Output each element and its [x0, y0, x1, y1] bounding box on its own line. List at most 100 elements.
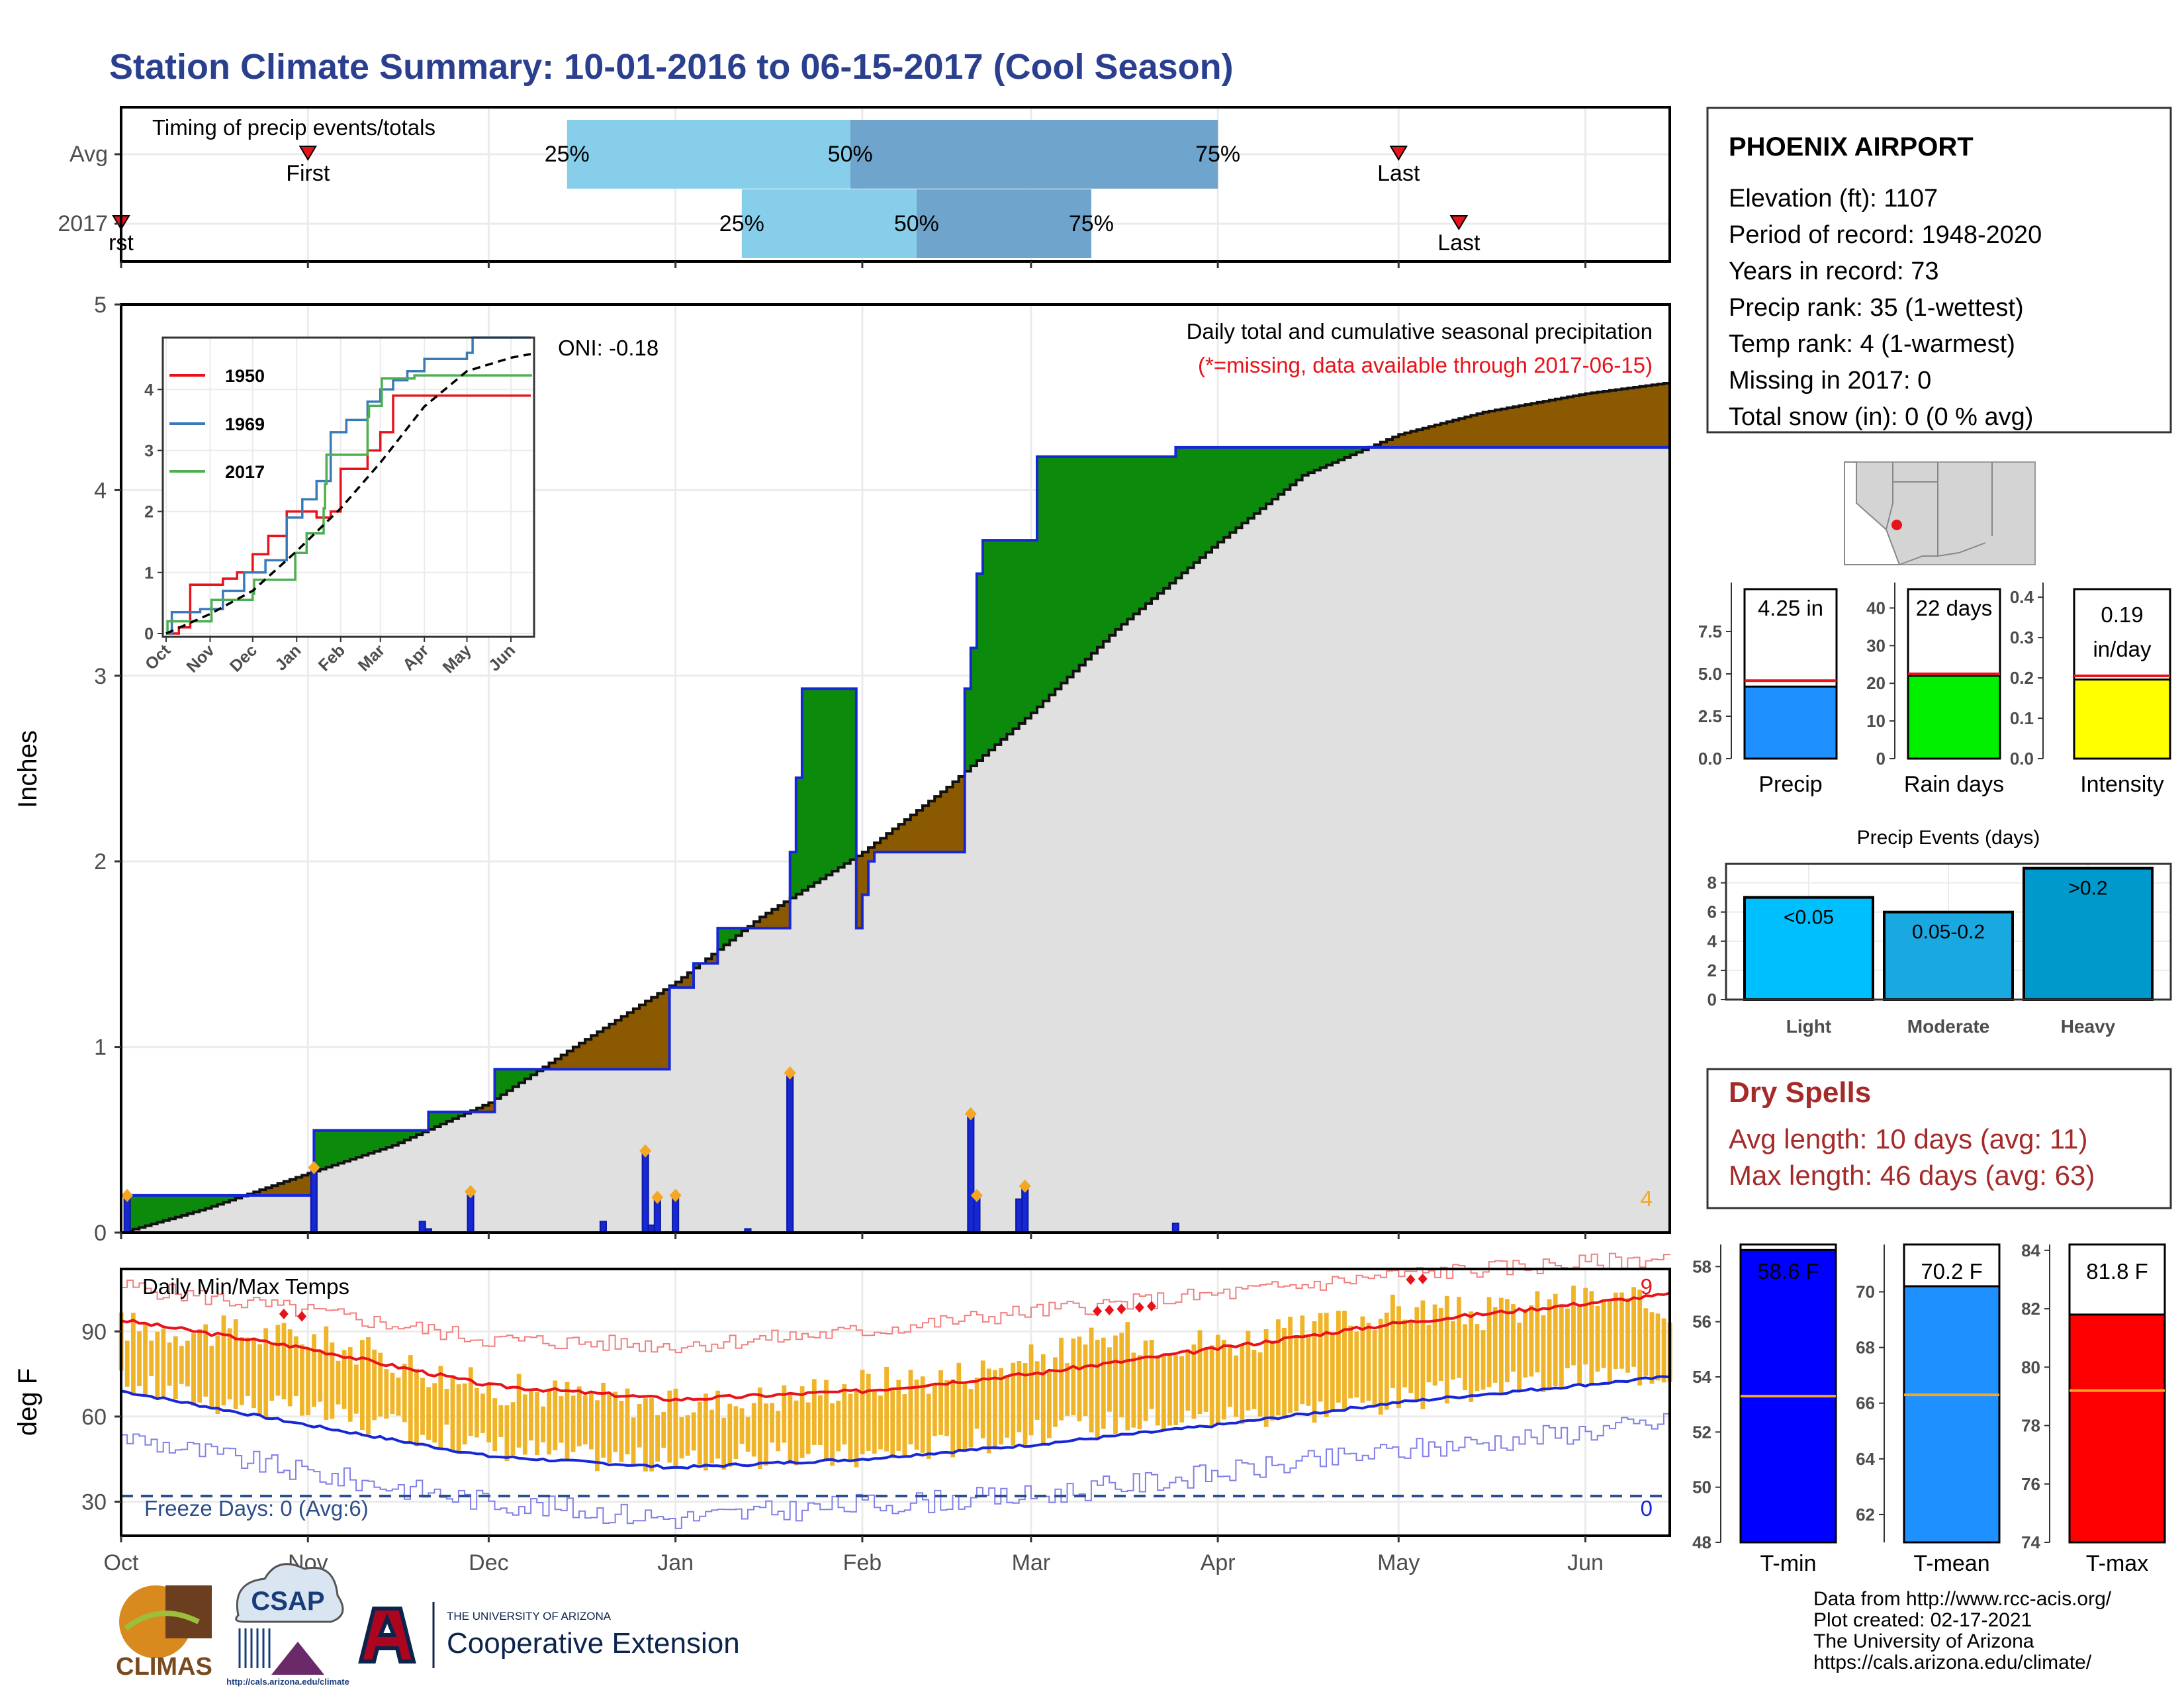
- dry-spells-box: [1706, 1068, 2172, 1209]
- above-average-fill: [1272, 447, 1279, 499]
- events-title: Precip Events (days): [1857, 827, 2040, 849]
- above-average-fill: [1097, 456, 1104, 647]
- below-average-fill: [1471, 415, 1478, 447]
- above-average-fill: [1236, 447, 1243, 528]
- above-average-fill: [512, 1069, 520, 1087]
- daily-temp-bar: [167, 1342, 172, 1386]
- above-average-fill: [398, 1130, 405, 1143]
- daily-temp-bar: [733, 1406, 739, 1460]
- daily-temp-bar: [745, 1417, 751, 1452]
- large-event-marker: [651, 1190, 664, 1204]
- daily-temp-bar: [1463, 1324, 1467, 1391]
- daily-temp-bar: [372, 1349, 377, 1421]
- daily-temp-bar: [1324, 1313, 1329, 1417]
- below-average-fill: [1543, 401, 1550, 447]
- climas-logo-text: CLIMAS: [116, 1653, 212, 1681]
- precip-ytick-label: 4: [94, 478, 107, 503]
- normal-max-line: [120, 1291, 1670, 1402]
- daily-temp-bar: [944, 1380, 949, 1436]
- daily-temp-bar: [1017, 1361, 1022, 1432]
- daily-precip-bar: [641, 1150, 649, 1233]
- above-average-fill: [217, 1195, 224, 1205]
- daily-temp-bar: [1077, 1336, 1082, 1422]
- daily-temp-bar: [353, 1364, 359, 1414]
- daily-temp-bar: [330, 1342, 335, 1419]
- below-average-fill: [892, 829, 899, 853]
- below-average-fill: [482, 1105, 489, 1112]
- map-border-az-nv: [1886, 462, 1893, 530]
- daily-temp-bar: [1131, 1352, 1136, 1428]
- daily-temp-bar: [1251, 1350, 1257, 1409]
- daily-temp-bar: [1222, 1339, 1226, 1420]
- below-average-fill: [567, 1051, 574, 1070]
- season-temp-ytick-label: 62: [1856, 1505, 1875, 1524]
- daily-temp-bar: [1378, 1319, 1383, 1415]
- daily-temp-bar: [486, 1382, 491, 1442]
- total-category-label: Rain days: [1904, 772, 2004, 797]
- events-bar-light: [1743, 896, 1874, 1002]
- daily-temp-bar: [836, 1400, 841, 1452]
- season-temp-label: T-max: [2086, 1551, 2148, 1576]
- daily-temp-bar: [757, 1387, 762, 1469]
- daily-temp-bar: [529, 1391, 533, 1441]
- daily-temp-bar: [721, 1417, 727, 1470]
- daily-temp-bar: [1137, 1355, 1142, 1430]
- above-average-fill: [964, 688, 972, 771]
- season-temp-ytick-label: 50: [1692, 1477, 1711, 1497]
- daily-temp-bar: [426, 1387, 431, 1440]
- daily-temp-bar: [1101, 1337, 1106, 1429]
- below-average-fill: [1651, 385, 1659, 447]
- daily-temp-bar: [414, 1368, 419, 1446]
- above-average-fill: [801, 688, 809, 890]
- daily-temp-bar: [1028, 1344, 1034, 1436]
- daily-temp-bar: [1209, 1345, 1214, 1426]
- below-average-fill: [1428, 426, 1435, 447]
- daily-temp-bar: [191, 1333, 196, 1406]
- daily-precip-bar: [310, 1166, 318, 1234]
- daily-temp-bar: [794, 1400, 799, 1466]
- oni-label: ONI: -0.18: [558, 336, 659, 360]
- daily-temp-bar: [263, 1328, 269, 1419]
- above-average-fill: [157, 1195, 164, 1223]
- timing-panel-border: [120, 106, 1671, 263]
- daily-temp-bar: [475, 1387, 479, 1438]
- below-average-fill: [1621, 389, 1628, 447]
- above-average-fill: [1230, 447, 1236, 533]
- above-average-fill: [1030, 540, 1038, 713]
- events-ytick-label: 4: [1707, 931, 1717, 951]
- footer-line: The University of Arizona: [1813, 1630, 2034, 1652]
- total-ytick-label: 10: [1866, 711, 1886, 731]
- season-temp-ytick-label: 74: [2021, 1532, 2040, 1552]
- above-average-fill: [820, 688, 827, 879]
- below-average-fill: [754, 921, 760, 929]
- daily-temp-bar: [938, 1370, 943, 1435]
- below-average-fill: [687, 972, 694, 988]
- below-average-fill: [886, 833, 893, 853]
- total-value-label: 0.19: [2101, 602, 2143, 627]
- daily-precip-bar: [599, 1221, 608, 1233]
- temp-ylabel: deg F: [13, 1368, 42, 1436]
- daily-temp-bar: [1384, 1312, 1389, 1410]
- above-average-fill: [989, 540, 995, 750]
- below-average-fill: [1597, 392, 1604, 447]
- season-temp-bar-t-max: [2068, 1313, 2166, 1544]
- daily-temp-bar: [908, 1370, 913, 1444]
- daily-temp-bar: [1149, 1340, 1154, 1409]
- logos: CLIMAS CSAP http://cals.arizona.edu/climat…: [116, 1563, 740, 1687]
- above-average-fill: [1024, 540, 1032, 718]
- daily-temp-bar: [890, 1387, 895, 1459]
- above-average-fill: [995, 540, 1001, 745]
- below-average-fill: [1657, 384, 1664, 447]
- daily-temp-bar: [179, 1346, 184, 1384]
- daily-temp-bar: [390, 1372, 395, 1415]
- inset-ytick-label: 1: [144, 564, 154, 583]
- daily-temp-bar: [462, 1383, 467, 1445]
- footer-line: https://cals.arizona.edu/climate/: [1813, 1652, 2092, 1673]
- above-average-fill: [338, 1130, 345, 1164]
- locator-map: [1844, 461, 2036, 565]
- daily-temp-bar: [1613, 1292, 1618, 1370]
- precip-ytick-label: 2: [94, 849, 107, 874]
- large-event-marker: [121, 1188, 134, 1202]
- above-average-fill: [404, 1130, 411, 1141]
